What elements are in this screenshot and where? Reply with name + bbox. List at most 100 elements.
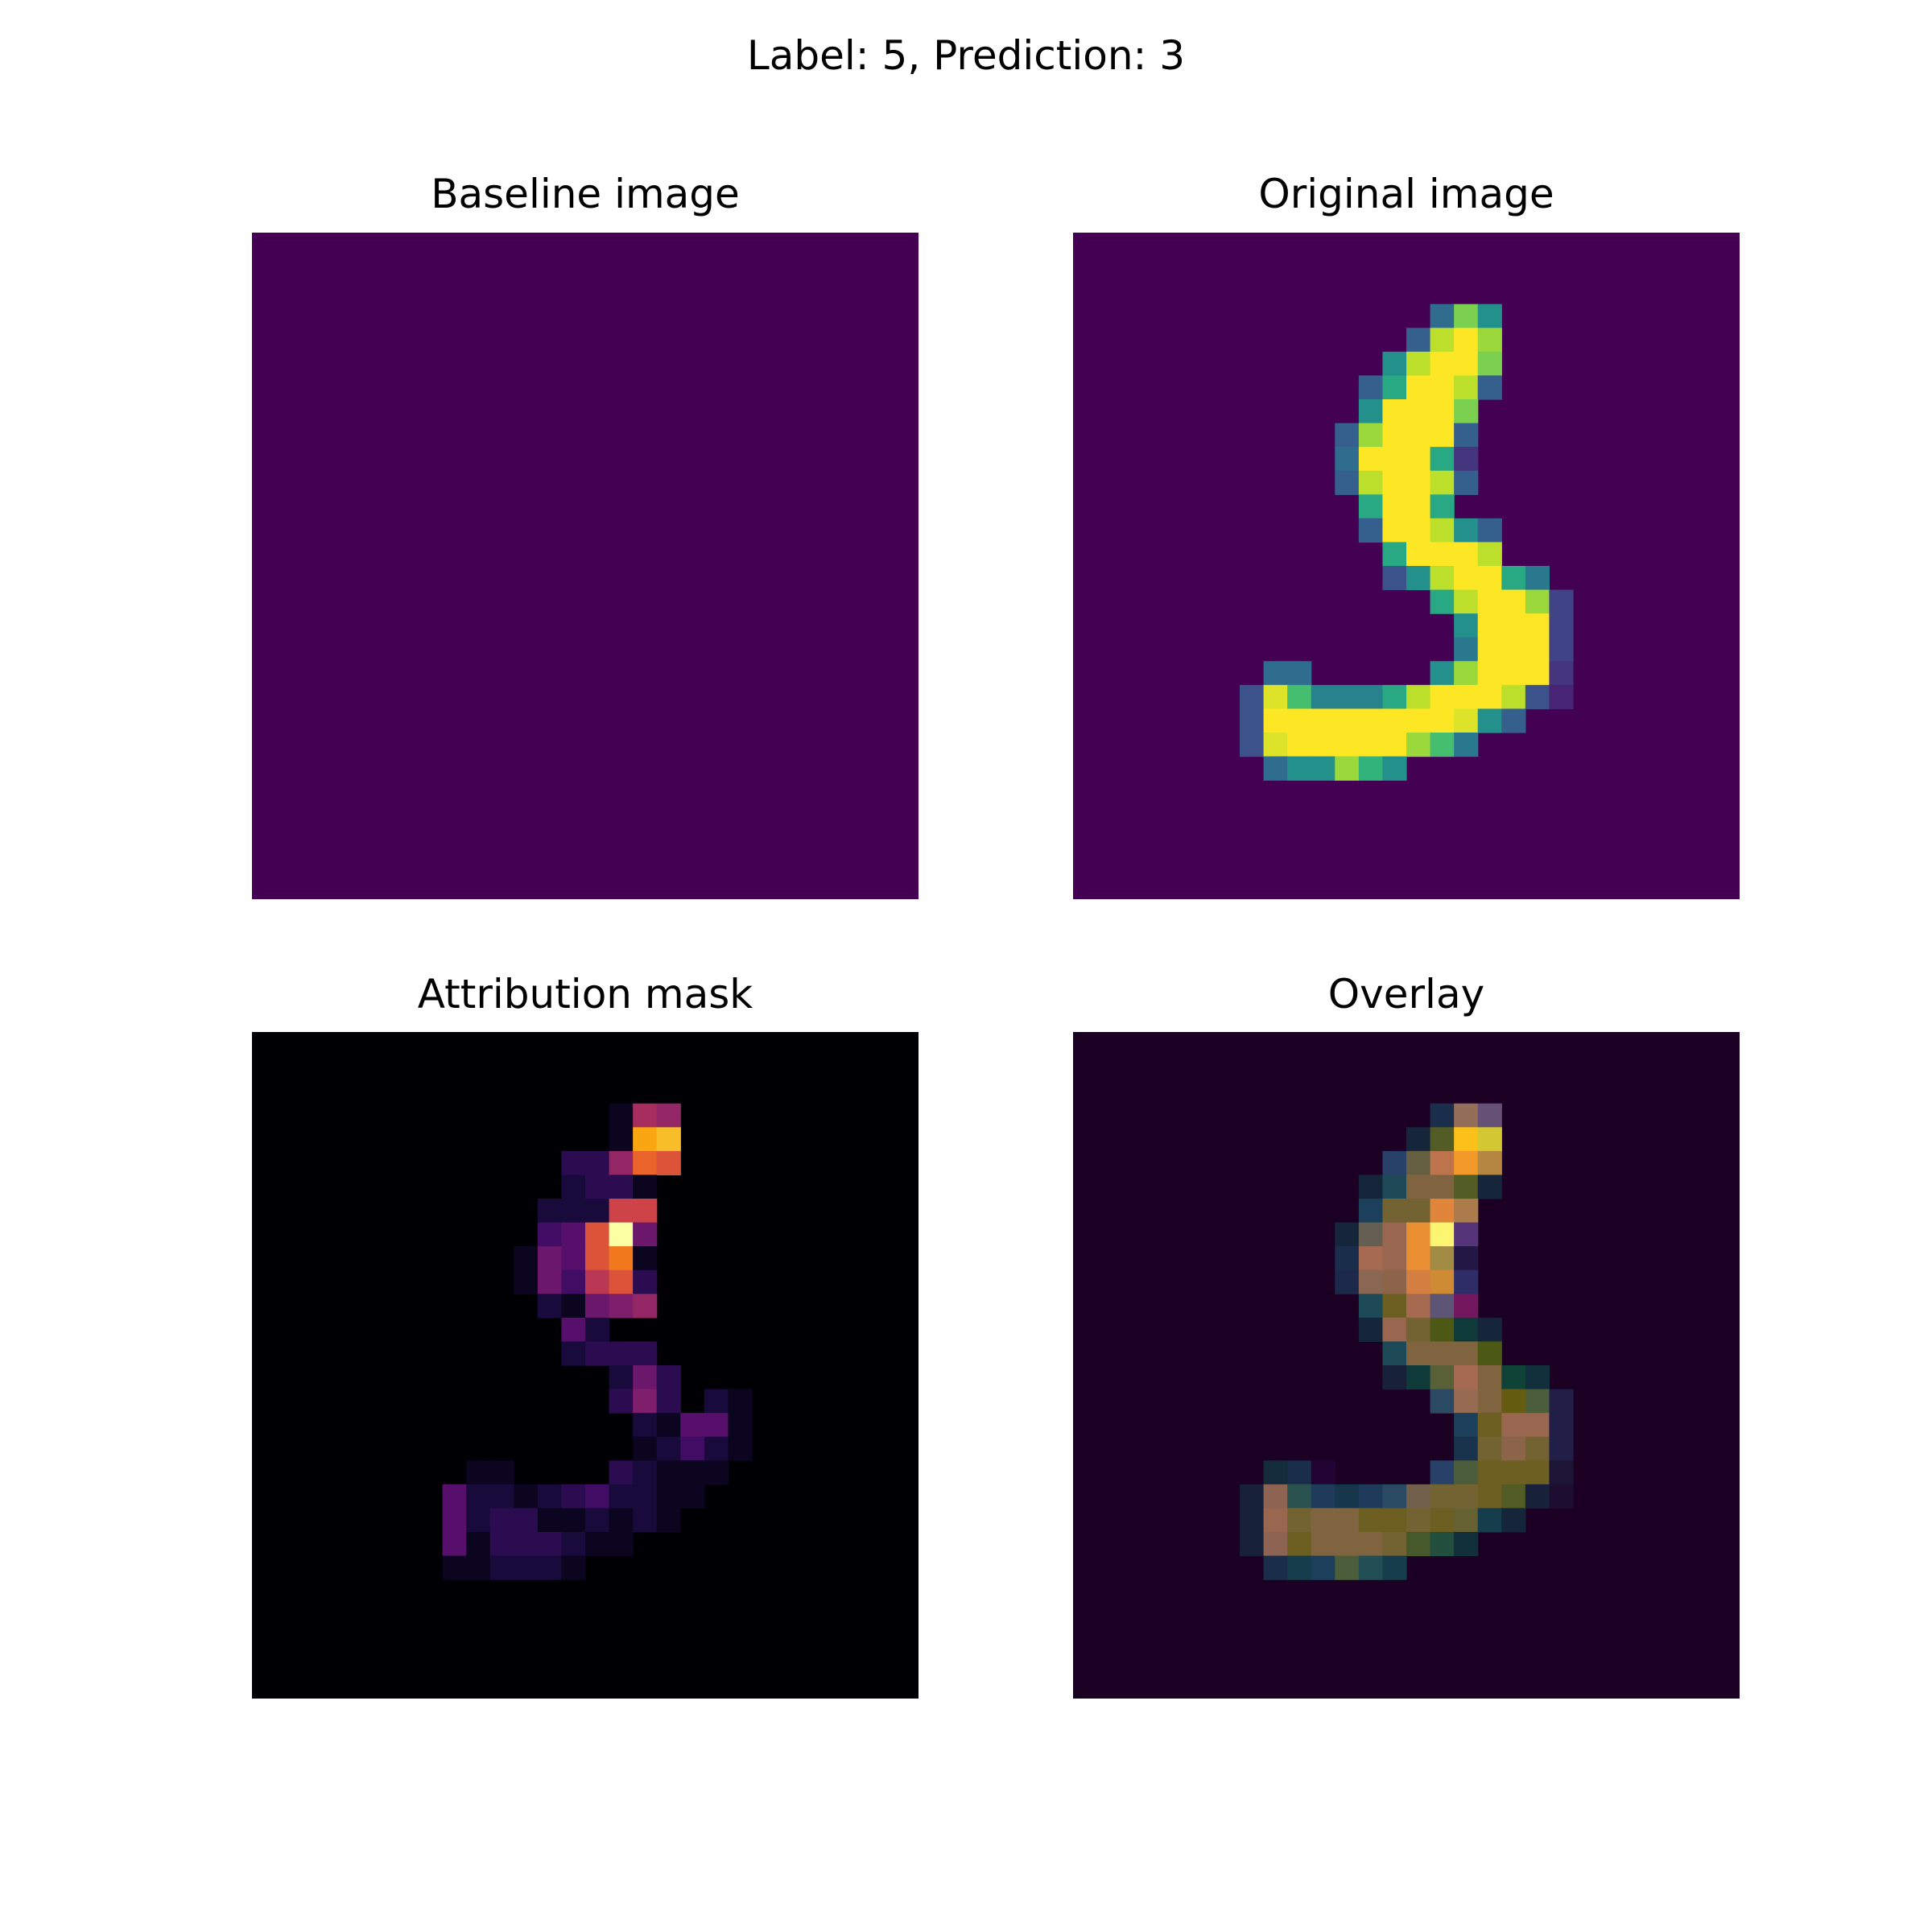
overlay-pixel-cell <box>1477 1317 1502 1343</box>
original-pixel-cell <box>1406 708 1431 733</box>
overlay-pixel-cell <box>1406 1246 1431 1271</box>
original-pixel-cell <box>1287 708 1312 733</box>
original-pixel-cell <box>1406 733 1431 758</box>
overlay-pixel-cell <box>1477 1174 1502 1199</box>
attribution-pixel-cell <box>561 1341 586 1366</box>
attribution-pixel-cell <box>633 1246 658 1271</box>
overlay-pixel-cell <box>1430 1246 1455 1271</box>
attribution-pixel-cell <box>585 1341 610 1366</box>
attribution-pixel-cell <box>609 1269 634 1294</box>
overlay-pixel-cell <box>1430 1199 1455 1224</box>
attribution-pixel-cell <box>537 1484 563 1509</box>
original-pixel-cell <box>1430 661 1455 686</box>
attribution-pixel-cell <box>609 1389 634 1414</box>
overlay-pixel-cell <box>1454 1317 1479 1343</box>
original-pixel-cell <box>1454 351 1479 377</box>
overlay-panel <box>1073 1032 1740 1699</box>
overlay-pixel-cell <box>1382 1246 1407 1271</box>
attribution-pixel-cell <box>633 1174 658 1199</box>
attribution-pixel-cell <box>442 1484 467 1509</box>
attribution-pixel-cell <box>585 1150 610 1176</box>
overlay-pixel-cell <box>1382 1365 1407 1390</box>
overlay-pixel-cell <box>1358 1199 1384 1224</box>
overlay-pixel-cell <box>1335 1532 1360 1557</box>
overlay-pixel-cell <box>1454 1199 1479 1224</box>
overlay-pixel-cell <box>1358 1484 1384 1509</box>
original-pixel-cell <box>1430 447 1455 472</box>
overlay-pixel-cell <box>1525 1484 1550 1509</box>
overlay-pixel-cell <box>1382 1341 1407 1366</box>
overlay-pixel-cell <box>1454 1484 1479 1509</box>
overlay-pixel-cell <box>1335 1555 1360 1580</box>
original-pixel-cell <box>1477 684 1502 710</box>
original-pixel-cell <box>1430 708 1455 733</box>
overlay-pixel-cell <box>1358 1174 1384 1199</box>
original-pixel-cell <box>1454 733 1479 758</box>
overlay-pixel-cell <box>1358 1294 1384 1319</box>
original-pixel-cell <box>1454 328 1479 353</box>
original-pixel-cell <box>1454 613 1479 638</box>
overlay-pixel-cell <box>1382 1532 1407 1557</box>
overlay-pixel-cell <box>1335 1246 1360 1271</box>
overlay-pixel-cell <box>1477 1508 1502 1533</box>
original-pixel-cell <box>1477 351 1502 377</box>
attribution-pixel-cell <box>585 1174 610 1199</box>
overlay-pixel-cell <box>1477 1484 1502 1509</box>
original-pixel-cell <box>1263 708 1288 733</box>
overlay-pixel-cell <box>1263 1484 1288 1509</box>
overlay-pixel-cell <box>1406 1174 1431 1199</box>
overlay-pixel-cell <box>1406 1532 1431 1557</box>
attribution-pixel-cell <box>633 1389 658 1414</box>
original-pixel-cell <box>1382 756 1407 781</box>
attribution-pixel-cell <box>489 1484 514 1509</box>
attribution-pixel-cell <box>561 1199 586 1224</box>
attribution-pixel-cell <box>704 1460 729 1485</box>
overlay-pixel-cell <box>1430 1365 1455 1390</box>
original-pixel-cell <box>1454 303 1479 328</box>
overlay-pixel-cell <box>1454 1103 1479 1128</box>
original-pixel-cell <box>1430 375 1455 400</box>
original-pixel-cell <box>1477 613 1502 638</box>
attribution-pixel-cell <box>514 1246 539 1271</box>
original-pixel-cell <box>1335 447 1360 472</box>
panel-title-original: Original image <box>1258 171 1554 217</box>
overlay-pixel-cell <box>1382 1222 1407 1247</box>
overlay-pixel-cell <box>1382 1150 1407 1176</box>
original-pixel-cell <box>1406 328 1431 353</box>
attribution-pixel-cell <box>514 1532 539 1557</box>
attribution-pixel-cell <box>656 1365 681 1390</box>
original-pixel-cell <box>1454 447 1479 472</box>
attribution-pixel-cell <box>656 1460 681 1485</box>
attribution-pixel-cell <box>537 1222 563 1247</box>
original-pixel-cell <box>1501 684 1526 710</box>
attribution-pixel-cell <box>633 1269 658 1294</box>
attribution-pixel-cell <box>561 1555 586 1580</box>
panel-title-attribution: Attribution mask <box>417 971 753 1018</box>
attribution-pixel-cell <box>585 1222 610 1247</box>
original-pixel-cell <box>1358 447 1384 472</box>
attribution-pixel-cell <box>537 1269 563 1294</box>
panel-title-baseline: Baseline image <box>431 171 740 217</box>
original-pixel-cell <box>1358 494 1384 519</box>
attribution-pixel-cell <box>609 1484 634 1509</box>
original-pixel-cell <box>1477 303 1502 328</box>
attribution-pixel-cell <box>585 1246 610 1271</box>
overlay-pixel-cell <box>1477 1389 1502 1414</box>
original-pixel-cell <box>1406 447 1431 472</box>
attribution-pixel-cell <box>633 1222 658 1247</box>
attribution-pixel-cell <box>728 1413 753 1438</box>
overlay-pixel-cell <box>1406 1222 1431 1247</box>
original-pixel-cell <box>1525 637 1550 662</box>
attribution-pixel-cell <box>609 1174 634 1199</box>
attribution-pixel-cell <box>609 1294 634 1319</box>
attribution-pixel-cell <box>633 1413 658 1438</box>
attribution-pixel-cell <box>561 1222 586 1247</box>
original-pixel-cell <box>1406 518 1431 543</box>
original-pixel-cell <box>1501 708 1526 733</box>
original-pixel-cell <box>1454 684 1479 710</box>
original-pixel-cell <box>1382 351 1407 377</box>
overlay-pixel-cell <box>1454 1460 1479 1485</box>
attribution-pixel-cell <box>704 1436 729 1461</box>
original-pixel-cell <box>1454 375 1479 400</box>
original-pixel-cell <box>1358 399 1384 424</box>
